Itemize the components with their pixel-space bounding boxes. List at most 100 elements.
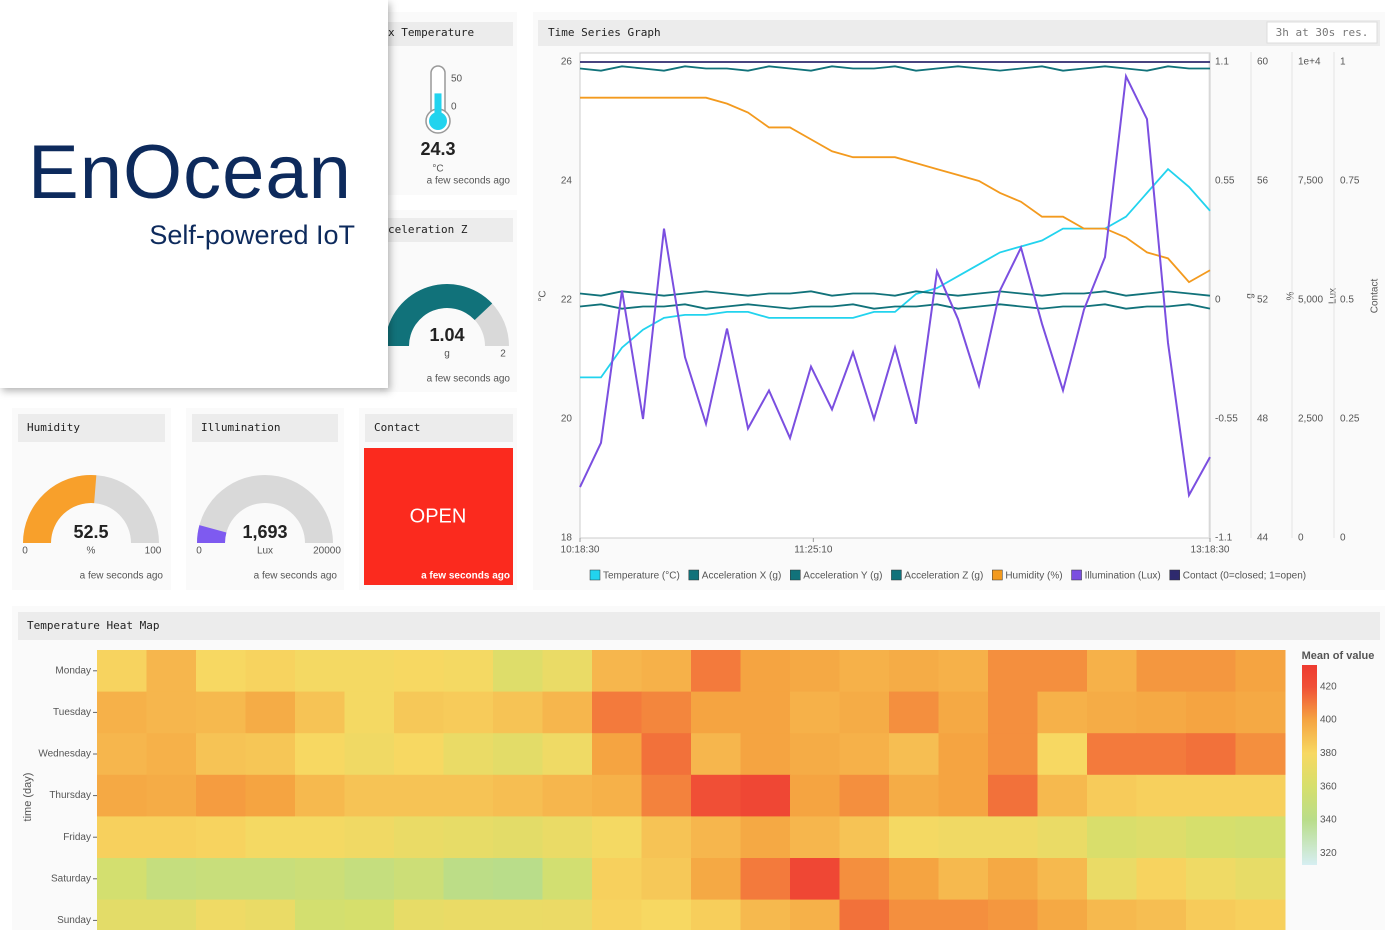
gauge-unit: Lux bbox=[257, 546, 273, 557]
heatmap-cell bbox=[839, 816, 890, 859]
heatmap-cell bbox=[691, 899, 741, 930]
updated-time: a few seconds ago bbox=[80, 571, 164, 582]
heatmap-cell bbox=[839, 650, 890, 693]
heatmap-cell bbox=[542, 816, 593, 859]
panel-header bbox=[192, 414, 338, 442]
panel-title: Temperature Heat Map bbox=[27, 619, 159, 632]
y-tick-label: 56 bbox=[1257, 176, 1269, 187]
heatmap-cell bbox=[245, 816, 296, 859]
heatmap-cell bbox=[1235, 858, 1286, 901]
y-tick-label: Sunday bbox=[57, 915, 91, 926]
logo-card bbox=[0, 0, 388, 388]
updated-time: a few seconds ago bbox=[427, 176, 511, 187]
legend-swatch bbox=[1071, 569, 1082, 581]
heatmap-cell bbox=[344, 774, 395, 817]
heatmap-cell bbox=[988, 733, 1038, 776]
heatmap-cell bbox=[245, 858, 296, 901]
panel-title: Illumination bbox=[201, 421, 280, 434]
heatmap-cell bbox=[344, 650, 395, 693]
gauge-value: 1.04 bbox=[429, 325, 464, 345]
heatmap-cell bbox=[691, 691, 741, 734]
y-tick-label: 0 bbox=[1340, 533, 1346, 544]
heatmap-cell bbox=[790, 691, 840, 734]
heatmap-cell bbox=[641, 899, 692, 930]
heatmap-cell bbox=[344, 733, 395, 776]
axis-title: °C bbox=[538, 290, 549, 301]
legend-label: Temperature (°C) bbox=[603, 571, 680, 582]
y-tick-label: 7,500 bbox=[1298, 176, 1323, 187]
heatmap-cell bbox=[740, 816, 791, 859]
heatmap-cell bbox=[1235, 691, 1286, 734]
heatmap-cell bbox=[1186, 774, 1236, 817]
heatmap-cell bbox=[196, 816, 246, 859]
panel-title: Contact bbox=[374, 421, 420, 434]
heatmap-cell bbox=[1235, 816, 1286, 859]
heatmap-cell bbox=[295, 733, 345, 776]
temperature-value: 24.3 bbox=[420, 139, 455, 159]
heatmap-cell bbox=[938, 858, 989, 901]
panel-header bbox=[18, 612, 1380, 640]
colorbar-title: Mean of value bbox=[1302, 650, 1375, 662]
heatmap-cell bbox=[988, 816, 1038, 859]
heatmap-cell bbox=[344, 691, 395, 734]
heatmap-cell bbox=[344, 858, 395, 901]
heatmap-cell bbox=[938, 899, 989, 930]
heatmap-cell bbox=[196, 650, 246, 693]
temperature-unit: °C bbox=[432, 164, 443, 175]
heatmap-cell bbox=[1235, 899, 1286, 930]
colorbar-tick-label: 360 bbox=[1320, 781, 1337, 792]
heatmap-cell bbox=[1136, 691, 1187, 734]
legend-label: Contact (0=closed; 1=open) bbox=[1183, 571, 1306, 582]
legend-swatch bbox=[992, 569, 1003, 581]
colorbar-tick-label: 380 bbox=[1320, 748, 1337, 759]
heatmap-cell bbox=[245, 899, 296, 930]
heatmap-cell bbox=[97, 774, 147, 817]
axis-title: % bbox=[1286, 291, 1297, 300]
heatmap-cell bbox=[394, 650, 444, 693]
gauge-max: 100 bbox=[145, 546, 162, 557]
y-tick-label: 44 bbox=[1257, 533, 1269, 544]
heatmap-cell bbox=[146, 816, 197, 859]
gauge-min: 0 bbox=[196, 546, 202, 557]
heatmap-cell bbox=[839, 858, 890, 901]
gauge-max: 20000 bbox=[313, 546, 341, 557]
y-tick-label: 0.5 bbox=[1340, 295, 1354, 306]
heatmap-cell bbox=[394, 899, 444, 930]
thermometer-tick: 0 bbox=[451, 102, 457, 113]
colorbar-tick-label: 400 bbox=[1320, 715, 1337, 726]
heatmap-cell bbox=[1037, 774, 1088, 817]
heatmap-cell bbox=[443, 650, 494, 693]
heatmap-cell bbox=[592, 858, 642, 901]
gauge-fill bbox=[197, 525, 227, 543]
heatmap-cell bbox=[1136, 774, 1187, 817]
heatmap-cell bbox=[691, 733, 741, 776]
heatmap-cell bbox=[1087, 858, 1137, 901]
heatmap-cell bbox=[97, 899, 147, 930]
heatmap-cell bbox=[1186, 691, 1236, 734]
y-tick-label: Thursday bbox=[49, 790, 91, 801]
heatmap-cell bbox=[790, 774, 840, 817]
y-tick-label: Tuesday bbox=[53, 707, 91, 718]
logo: EnOcean Self-powered IoT bbox=[0, 0, 388, 388]
updated-time: a few seconds ago bbox=[254, 571, 338, 582]
heatmap-cell bbox=[443, 858, 494, 901]
colorbar bbox=[1302, 665, 1317, 865]
heatmap-cell bbox=[146, 691, 197, 734]
heatmap-cell bbox=[592, 899, 642, 930]
heatmap-cell bbox=[493, 650, 543, 693]
series-line bbox=[579, 290, 1211, 297]
y-tick-label: 26 bbox=[561, 57, 573, 68]
resolution-badge[interactable] bbox=[1266, 21, 1378, 44]
heatmap-cell bbox=[344, 816, 395, 859]
panel-header bbox=[380, 218, 513, 242]
heatmap-cell bbox=[196, 899, 246, 930]
heatmap-cell bbox=[641, 733, 692, 776]
legend-swatch bbox=[891, 569, 902, 581]
heatmap-cell bbox=[295, 774, 345, 817]
y-tick-label: 18 bbox=[561, 533, 573, 544]
legend-label: Humidity (%) bbox=[1005, 571, 1062, 582]
heatmap-cell bbox=[839, 774, 890, 817]
thermometer-bulb-fill bbox=[429, 112, 447, 130]
heatmap-cell bbox=[889, 899, 939, 930]
